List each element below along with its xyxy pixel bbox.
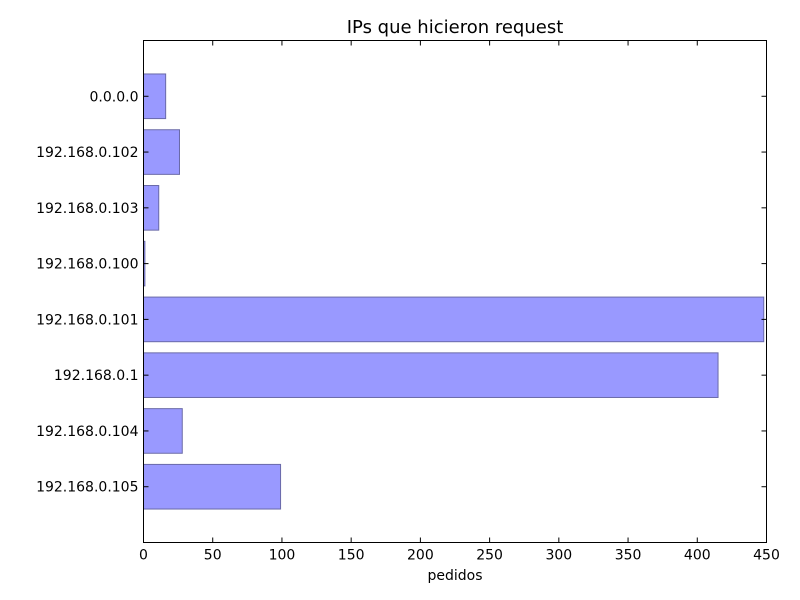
x-tick-label: 250 xyxy=(476,548,503,564)
x-axis-title: pedidos xyxy=(427,568,482,584)
y-tick-label: 192.168.0.105 xyxy=(36,480,138,496)
y-tick-label: 192.168.0.101 xyxy=(36,312,138,328)
y-tick-label: 192.168.0.104 xyxy=(36,424,139,440)
bar-192.168.0.102 xyxy=(143,129,180,175)
x-axis: 0 50 100 150 200 250 300 350 400 450 xyxy=(139,40,780,564)
bars-group xyxy=(143,73,765,510)
x-tick-label: 150 xyxy=(338,548,365,564)
y-tick-label: 192.168.0.103 xyxy=(36,201,138,217)
y-tick-label: 192.168.0.100 xyxy=(36,257,138,273)
x-tick-label: 200 xyxy=(407,548,434,564)
plot-frame xyxy=(143,40,767,543)
y-tick-label: 0.0.0.0 xyxy=(90,89,139,105)
y-tick-label: 192.168.0.102 xyxy=(36,145,138,161)
x-tick-label: 300 xyxy=(545,548,572,564)
x-tick-label: 350 xyxy=(615,548,642,564)
chart-title: IPs que hicieron request xyxy=(347,17,564,38)
y-axis: 0.0.0.0 192.168.0.102 192.168.0.103 192.168… xyxy=(36,89,767,496)
bar-192.168.0.105 xyxy=(143,463,282,510)
x-tick-label: 50 xyxy=(204,548,222,564)
x-tick-label: 0 xyxy=(139,548,148,564)
x-tick-label: 450 xyxy=(753,548,780,564)
bar-192.168.0.101 xyxy=(143,296,765,343)
bar-192.168.0.104 xyxy=(143,408,183,454)
bar-192.168.0.1 xyxy=(143,352,719,398)
x-tick-label: 100 xyxy=(269,548,296,564)
y-tick-label: 192.168.0.1 xyxy=(54,368,139,384)
x-tick-label: 400 xyxy=(684,548,711,564)
